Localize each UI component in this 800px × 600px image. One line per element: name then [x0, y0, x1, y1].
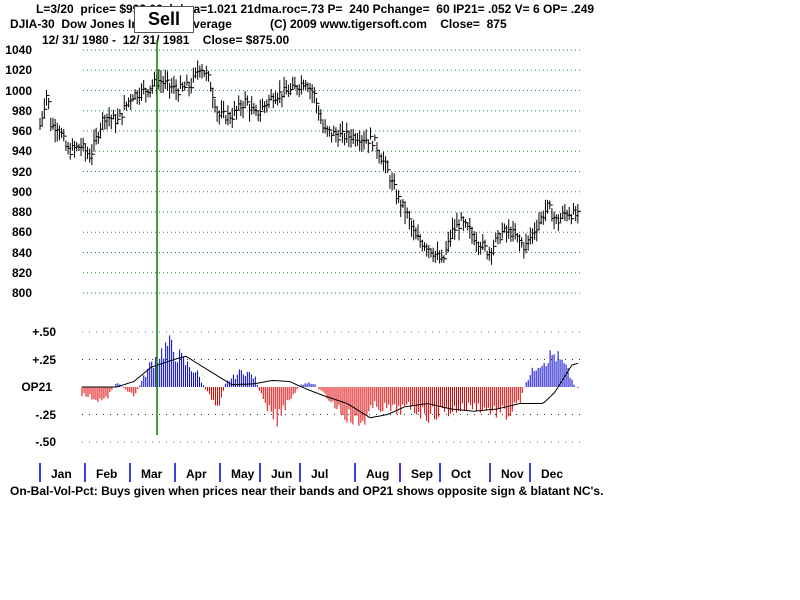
month-label-nov: Nov: [501, 467, 524, 481]
month-label-jan: Jan: [51, 467, 72, 481]
price-tick-label: 880: [11, 205, 32, 219]
price-tick-label: 900: [11, 184, 32, 199]
month-label-may: May: [231, 467, 255, 481]
header-stats-line: L=3/20 price= $993.00 la/ma=1.021 21dma.…: [36, 2, 595, 16]
footer-note: On-Bal-Vol-Pct: Buys given when prices n…: [10, 484, 604, 498]
month-label-feb: Feb: [96, 467, 118, 481]
price-tick-label: 1040: [5, 43, 32, 57]
price-tick-label: 800: [11, 286, 32, 300]
op21-tick-label: OP21: [21, 380, 52, 394]
price-tick-label: 980: [11, 103, 32, 118]
month-label-jun: Jun: [271, 467, 293, 481]
op21-tick-label: -.50: [35, 435, 56, 449]
month-label-aug: Aug: [366, 467, 390, 481]
price-tick-label: 1000: [5, 83, 32, 98]
price-tick-label: 940: [11, 144, 32, 159]
price-tick-label: 920: [11, 164, 32, 179]
header-copyright: (C) 2009 www.tigersoft.com Close= 875: [270, 17, 507, 31]
month-label-oct: Oct: [451, 467, 472, 481]
month-label-mar: Mar: [141, 467, 163, 481]
price-tick-label: 860: [11, 225, 32, 240]
sell-signal-label: Sell: [134, 6, 194, 33]
month-label-dec: Dec: [541, 467, 564, 481]
price-tick-label: 840: [11, 245, 32, 260]
month-label-jul: Jul: [311, 467, 329, 481]
op21-tick-label: +.25: [32, 352, 56, 367]
month-label-apr: Apr: [186, 467, 207, 481]
price-tick-label: 820: [11, 265, 32, 280]
month-label-sep: Sep: [411, 467, 434, 481]
date-range: 12/ 31/ 1980 - 12/ 31/ 1981 Close= $875.…: [42, 33, 290, 47]
op21-tick-label: -.25: [35, 407, 56, 422]
op21-tick-label: +.50: [32, 325, 56, 339]
price-tick-label: 1020: [5, 63, 32, 78]
price-tick-label: 960: [11, 124, 32, 138]
